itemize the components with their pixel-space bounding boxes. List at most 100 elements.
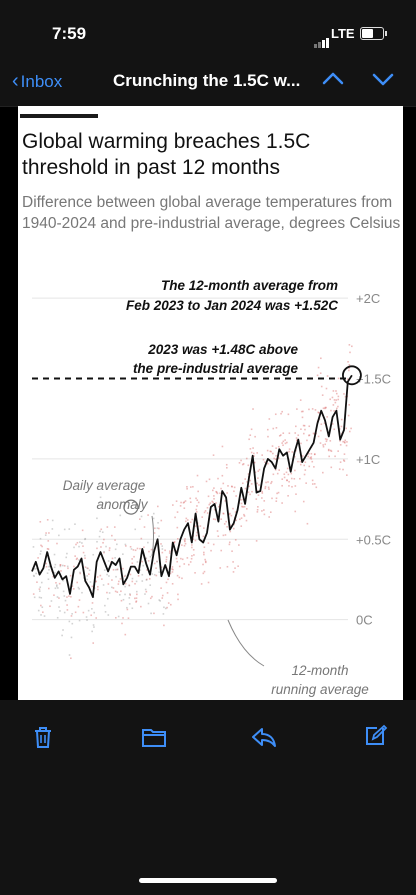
- daily-anomaly-point: [304, 469, 307, 471]
- daily-anomaly-point: [100, 528, 103, 531]
- daily-anomaly-point: [204, 561, 207, 564]
- daily-anomaly-point: [242, 463, 245, 465]
- annotation-daily-line1: Daily average: [63, 478, 146, 493]
- daily-anomaly-point: [72, 588, 75, 590]
- daily-anomaly-point: [160, 587, 162, 589]
- daily-anomaly-point: [47, 578, 50, 581]
- daily-anomaly-point: [212, 489, 214, 492]
- back-button[interactable]: ‹ Inbox: [12, 70, 62, 93]
- daily-anomaly-point: [97, 588, 99, 591]
- compose-button[interactable]: [363, 724, 389, 755]
- mail-toolbar: [0, 700, 416, 895]
- daily-anomaly-point: [54, 587, 57, 590]
- daily-anomaly-point: [267, 481, 269, 483]
- daily-anomaly-point: [52, 575, 54, 578]
- daily-anomaly-point: [126, 608, 129, 611]
- daily-anomaly-point: [177, 598, 179, 601]
- trash-icon: [35, 727, 51, 748]
- daily-anomaly-point: [250, 428, 253, 431]
- daily-anomaly-point: [277, 445, 280, 448]
- daily-anomaly-point: [315, 486, 318, 489]
- daily-anomaly-point: [63, 565, 66, 567]
- daily-anomaly-point: [230, 514, 233, 517]
- daily-anomaly-point: [324, 406, 327, 409]
- daily-anomaly-point: [249, 493, 251, 496]
- daily-anomaly-point: [302, 432, 305, 435]
- daily-anomaly-point: [224, 534, 227, 536]
- running-average-line: [31, 374, 353, 598]
- leader-line: [151, 515, 154, 557]
- daily-anomaly-point: [243, 513, 245, 516]
- daily-anomaly-point: [245, 519, 248, 522]
- reply-button[interactable]: [250, 724, 278, 755]
- daily-anomaly-point: [311, 460, 314, 463]
- daily-anomaly-point: [263, 513, 266, 516]
- daily-anomaly-point: [172, 504, 174, 506]
- daily-anomaly-point: [277, 457, 280, 459]
- daily-anomaly-point: [268, 488, 270, 490]
- daily-anomaly-point: [311, 408, 314, 410]
- daily-anomaly-point: [234, 511, 237, 513]
- daily-anomaly-point: [183, 539, 186, 542]
- daily-anomaly-point: [48, 565, 50, 568]
- daily-anomaly-point: [313, 453, 316, 456]
- daily-anomaly-point: [102, 541, 104, 544]
- daily-anomaly-point: [226, 466, 228, 469]
- daily-anomaly-point: [234, 539, 237, 541]
- daily-anomaly-point: [151, 595, 153, 598]
- daily-anomaly-point: [313, 483, 316, 485]
- daily-anomaly-point: [56, 542, 58, 545]
- daily-anomaly-point: [340, 418, 343, 421]
- daily-anomaly-point: [282, 444, 284, 447]
- daily-anomaly-point: [307, 455, 310, 458]
- daily-anomaly-point: [158, 571, 161, 573]
- daily-anomaly-point: [159, 600, 161, 602]
- daily-anomaly-point: [96, 517, 98, 520]
- daily-anomaly-point: [189, 521, 192, 524]
- daily-anomaly-point: [317, 435, 320, 438]
- daily-anomaly-point: [84, 557, 86, 559]
- daily-anomaly-point: [47, 587, 50, 590]
- daily-anomaly-point: [161, 597, 164, 599]
- daily-anomaly-point: [194, 525, 197, 527]
- daily-anomaly-point: [180, 501, 182, 504]
- daily-anomaly-point: [127, 617, 130, 620]
- next-message-button[interactable]: [370, 66, 396, 98]
- daily-anomaly-point: [310, 452, 313, 455]
- daily-anomaly-point: [215, 502, 217, 504]
- daily-anomaly-point: [173, 541, 175, 544]
- daily-anomaly-point: [332, 404, 335, 406]
- anomaly-circle: [123, 499, 139, 515]
- previous-message-button[interactable]: [320, 66, 346, 98]
- daily-anomaly-point: [93, 626, 95, 628]
- daily-anomaly-point: [67, 567, 69, 570]
- daily-anomaly-point: [300, 410, 303, 413]
- daily-anomaly-point: [178, 565, 181, 568]
- daily-anomaly-point: [128, 597, 131, 599]
- daily-anomaly-point: [158, 535, 160, 538]
- trash-button[interactable]: [30, 724, 56, 755]
- move-folder-button[interactable]: [140, 724, 168, 755]
- daily-anomaly-point: [252, 447, 254, 449]
- daily-anomaly-point: [123, 575, 126, 578]
- daily-anomaly-point: [240, 459, 242, 462]
- daily-anomaly-point: [153, 612, 155, 615]
- daily-anomaly-point: [337, 405, 339, 408]
- mail-nav-bar: ‹ Inbox Crunching the 1.5C w...: [0, 58, 416, 107]
- daily-anomaly-point: [348, 430, 351, 433]
- daily-anomaly-point: [320, 423, 323, 426]
- daily-anomaly-point: [203, 553, 205, 556]
- daily-anomaly-point: [108, 575, 110, 577]
- daily-anomaly-point: [129, 594, 132, 596]
- daily-anomaly-point: [134, 528, 137, 531]
- annotation-running-line2: running average: [271, 682, 369, 697]
- daily-anomaly-point: [208, 478, 211, 481]
- daily-anomaly-point: [37, 557, 39, 559]
- daily-anomaly-point: [334, 401, 337, 404]
- daily-anomaly-point: [107, 583, 110, 585]
- daily-anomaly-point: [103, 550, 105, 553]
- daily-anomaly-point: [223, 523, 226, 525]
- daily-anomaly-point: [240, 499, 242, 501]
- daily-anomaly-point: [294, 485, 297, 487]
- daily-anomaly-point: [228, 513, 231, 516]
